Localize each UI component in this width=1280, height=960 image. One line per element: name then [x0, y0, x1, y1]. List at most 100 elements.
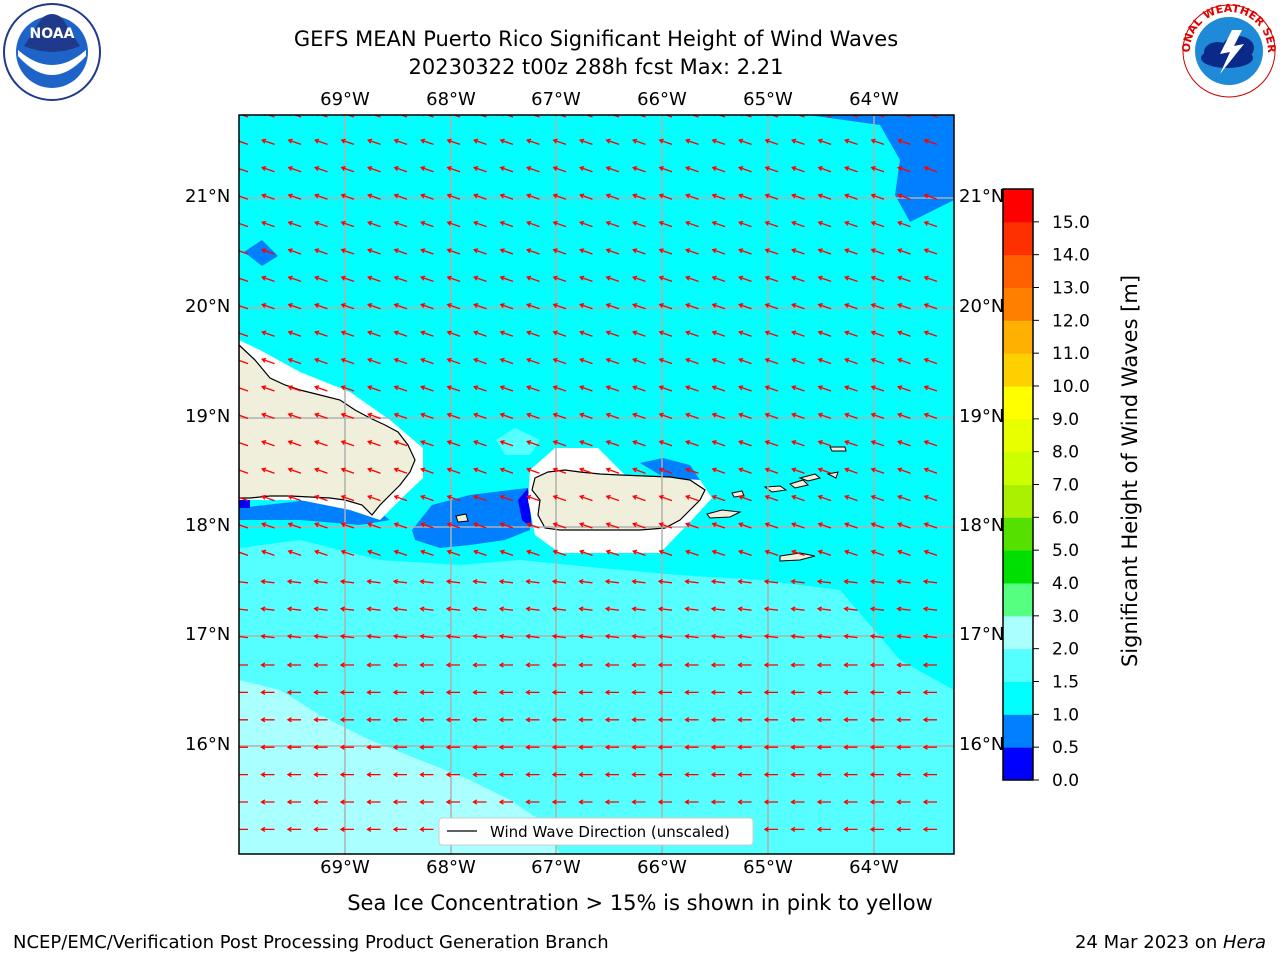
wave-direction-arrow [526, 357, 540, 365]
wave-direction-arrow [657, 771, 672, 778]
wave-direction-arrow [419, 662, 434, 668]
colorbar-tick-label: 9.0 [1052, 410, 1079, 430]
colorbar-tick-label: 6.0 [1052, 508, 1079, 528]
wave-direction-arrow [498, 689, 513, 696]
wave-direction-arrow [738, 248, 752, 255]
wave-direction-arrow [896, 717, 911, 723]
wave-direction-arrow [419, 717, 434, 723]
lat-label-left-21n: 21°N [185, 186, 231, 207]
wave-direction-arrow [286, 826, 301, 833]
wave-direction-arrow [420, 549, 434, 557]
wave-direction-arrow [313, 826, 328, 833]
wave-direction-arrow [392, 633, 408, 640]
wave-direction-arrow [684, 799, 699, 805]
wave-direction-arrow [473, 248, 487, 255]
wave-direction-arrow [367, 330, 381, 337]
wave-direction-arrow [816, 744, 831, 750]
wave-direction-arrow [605, 412, 620, 420]
wave-direction-arrow [685, 412, 699, 420]
wave-direction-arrow [313, 633, 328, 640]
wave-direction-arrow [339, 799, 354, 805]
wave-direction-arrow [579, 220, 593, 228]
wave-direction-arrow [710, 717, 725, 723]
wave-direction-arrow [578, 633, 593, 640]
wave-direction-arrow [419, 633, 434, 640]
wave-direction-arrow [844, 494, 858, 502]
wave-direction-arrow [420, 275, 434, 283]
wave-direction-arrow [605, 522, 620, 529]
wave-direction-arrow [790, 717, 805, 723]
wave-direction-arrow [738, 303, 752, 310]
wave-direction-arrow [658, 467, 673, 474]
wave-direction-arrow [684, 662, 699, 668]
wave-direction-arrow [923, 385, 938, 392]
wave-direction-arrow [239, 691, 248, 694]
wave-direction-arrow [658, 549, 673, 557]
wave-direction-arrow [579, 467, 593, 474]
wave-direction-arrow [525, 744, 540, 750]
wave-direction-arrow [314, 412, 328, 420]
wave-direction-arrow [420, 220, 434, 228]
wave-direction-arrow [554, 115, 567, 118]
wave-direction-arrow [526, 522, 540, 529]
wave-direction-arrow [737, 744, 752, 750]
wave-direction-arrow [367, 275, 381, 283]
band-1-5-2-0-patch [496, 428, 540, 455]
wave-direction-arrow [869, 826, 884, 833]
colorbar-tick-label: 5.0 [1052, 541, 1079, 561]
wave-direction-arrow [923, 275, 938, 283]
lat-label-right-18n: 18°N [959, 515, 1005, 536]
wave-direction-arrow [313, 799, 328, 805]
wave-direction-arrow [631, 662, 646, 668]
wave-direction-arrow [367, 467, 381, 474]
wave-direction-arrow [738, 275, 752, 283]
wave-direction-arrow [473, 522, 487, 529]
wave-direction-arrow [472, 662, 487, 668]
wave-direction-arrow [738, 467, 752, 474]
wave-direction-arrow [657, 717, 672, 723]
wave-direction-arrow [260, 771, 275, 778]
wave-direction-arrow [632, 412, 646, 420]
wave-direction-arrow [286, 662, 301, 668]
wave-direction-arrow [392, 744, 407, 750]
wave-direction-arrow [870, 549, 885, 557]
wave-direction-arrow [420, 248, 434, 255]
wave-direction-arrow [420, 330, 434, 337]
wave-direction-arrow [658, 330, 673, 337]
wave-direction-arrow [843, 717, 858, 723]
wave-direction-arrow [685, 275, 699, 283]
wave-direction-arrow [392, 717, 407, 723]
wave-direction-arrow [605, 385, 620, 392]
wave-direction-arrow [287, 385, 302, 392]
wave-direction-arrow [763, 662, 778, 668]
wave-direction-arrow [340, 412, 355, 420]
wave-direction-arrow [393, 522, 408, 529]
wave-direction-arrow [632, 275, 646, 283]
wave-direction-arrow [552, 385, 567, 392]
wave-direction-arrow [446, 549, 461, 557]
wave-direction-arrow [445, 771, 460, 778]
wave-direction-arrow [604, 717, 619, 723]
wave-direction-arrow [713, 115, 726, 118]
wave-direction-arrow [737, 717, 752, 723]
wave-direction-arrow [793, 115, 805, 118]
wave-direction-arrow [843, 689, 858, 696]
wave-direction-arrow [631, 771, 646, 778]
wave-direction-arrow [420, 303, 434, 310]
wave-direction-arrow [446, 522, 461, 529]
wave-direction-arrow [817, 440, 832, 447]
colorbar-tick-label: 15.0 [1052, 213, 1090, 233]
wave-direction-arrow [896, 771, 911, 778]
wave-direction-arrow [526, 467, 540, 474]
wave-direction-arrow [791, 275, 805, 283]
wave-direction-arrow [658, 412, 673, 420]
colorbar-tick-label: 2.0 [1052, 640, 1079, 660]
wave-direction-arrow [340, 357, 355, 365]
wave-direction-arrow [658, 138, 673, 146]
wave-direction-arrow [711, 494, 726, 502]
wave-direction-arrow [313, 717, 328, 723]
wave-direction-arrow [763, 826, 778, 833]
wave-direction-arrow [261, 522, 275, 529]
wave-direction-arrow [791, 549, 805, 557]
wave-direction-arrow [525, 717, 540, 723]
